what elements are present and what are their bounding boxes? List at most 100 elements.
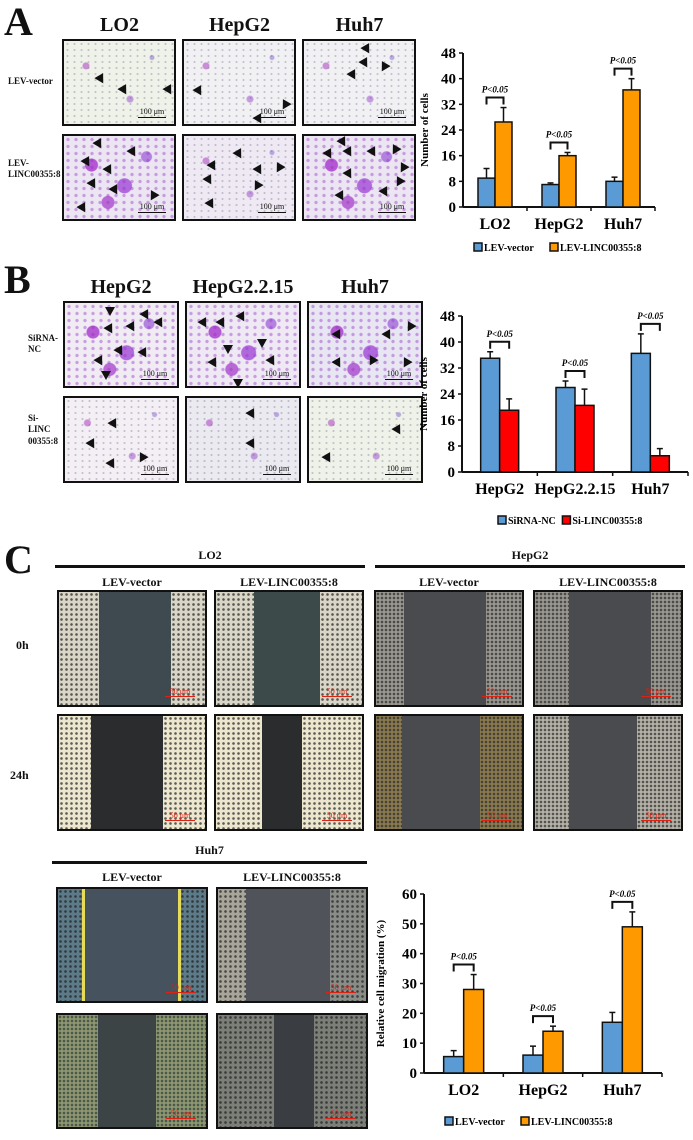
- wound-image: 50 μm: [374, 590, 524, 707]
- arrowhead-icon: [206, 160, 220, 173]
- y-tick-label: 30: [402, 977, 417, 993]
- cell-edge: [59, 716, 91, 829]
- x-tick-label: HepG2: [535, 216, 584, 233]
- column-title: Huh7: [341, 276, 389, 298]
- cell-edge: [376, 716, 402, 829]
- micrograph: 100 μm: [307, 301, 423, 388]
- y-tick-label: 10: [402, 1036, 417, 1052]
- micrograph: 100 μm: [63, 301, 179, 388]
- micrograph: 100 μm: [302, 134, 416, 221]
- cell-edge: [58, 1015, 98, 1127]
- arrowhead-icon: [381, 329, 395, 342]
- arrowhead-icon: [245, 438, 259, 451]
- arrowhead-icon: [162, 84, 174, 97]
- y-tick-label: 40: [402, 947, 417, 963]
- row-label: LEV- LINC00355:8: [8, 158, 61, 181]
- legend-swatch: [444, 1116, 454, 1126]
- cell-edge: [535, 592, 569, 705]
- micrograph: 100 μm: [185, 301, 301, 388]
- column-title: HepG2.2.15: [192, 276, 294, 298]
- y-tick-label: 40: [440, 335, 455, 351]
- arrowhead-icon: [86, 178, 100, 191]
- x-tick-label: HepG2: [475, 481, 524, 498]
- column-title: HepG2: [208, 14, 271, 36]
- bar: [477, 177, 496, 208]
- significance-bracket: [489, 340, 511, 349]
- chart-svg: 0 10 20 30 40 50 60 Relative cell migration (%)…: [375, 887, 663, 1128]
- scale-bar: 100 μm: [385, 464, 413, 475]
- scale-bar: 100 μm: [141, 369, 169, 380]
- arrowhead-icon: [366, 146, 380, 159]
- arrowhead-icon: [392, 176, 406, 189]
- bar: [498, 409, 520, 473]
- cell-edge: [216, 592, 254, 705]
- y-tick-label: 0: [449, 200, 457, 216]
- condition-label: LEV-LINC00355:8: [243, 870, 341, 884]
- condition-label: LEV-LINC00355:8: [559, 575, 657, 589]
- arrowhead-icon: [76, 202, 90, 215]
- x-tick-label: Huh7: [631, 481, 669, 498]
- wound-image: 50 μm: [56, 1013, 208, 1129]
- y-tick-label: 24: [441, 123, 457, 139]
- x-tick-label: LO2: [479, 216, 510, 233]
- scale-bar: 100 μm: [258, 202, 286, 213]
- arrowhead-icon: [108, 184, 122, 197]
- bar: [605, 180, 624, 208]
- arrowhead-icon: [204, 198, 218, 211]
- arrowhead-icon: [245, 408, 259, 421]
- legend-label: LEV-LINC00355:8: [560, 243, 641, 254]
- y-tick-label: 0: [448, 465, 456, 481]
- arrowhead-icon: [105, 458, 119, 471]
- bar-chart-c: 0 10 20 30 40 50 60 Relative cell migration (%)…: [370, 860, 693, 1135]
- x-tick-label: HepG2.2.15: [535, 481, 616, 498]
- p-value-annotation: P<0.05: [562, 358, 589, 368]
- scale-bar: 100 μm: [141, 464, 169, 475]
- arrowhead-icon: [137, 347, 151, 360]
- group-divider: [375, 565, 685, 568]
- row-label-line: Si-: [28, 413, 39, 423]
- y-tick-label: 50: [402, 917, 417, 933]
- y-axis-label: Relative cell migration (%): [375, 919, 387, 1047]
- arrowhead-icon: [80, 156, 94, 169]
- scale-bar: 100 μm: [385, 369, 413, 380]
- arrowhead-icon: [331, 357, 345, 370]
- cell-edge: [651, 592, 681, 705]
- cell-edge: [180, 889, 206, 1001]
- arrowhead-icon: [321, 452, 335, 465]
- legend-label: LEV-vector: [455, 1117, 505, 1128]
- row-label-line: SiRNA-: [28, 333, 59, 343]
- bar: [442, 1055, 465, 1074]
- legend-swatch: [520, 1116, 530, 1126]
- p-value-annotation: P<0.05: [610, 56, 637, 66]
- group-divider: [55, 565, 365, 568]
- wound-margin: [178, 889, 181, 1001]
- bar: [462, 988, 485, 1074]
- y-tick-label: 20: [402, 1006, 417, 1022]
- cell-edge: [535, 716, 569, 829]
- group-title: LO2: [198, 548, 222, 562]
- panel-letter-a: A: [4, 0, 33, 44]
- arrowhead-icon: [334, 190, 348, 203]
- arrowhead-icon: [125, 321, 139, 334]
- bar: [558, 154, 577, 208]
- arrowhead-icon: [101, 371, 111, 380]
- group-divider: [52, 861, 367, 864]
- y-tick-label: 48: [440, 309, 455, 325]
- scale-bar: 100 μm: [378, 107, 406, 118]
- scale-bar: 100 μm: [378, 202, 406, 213]
- wound-image: 50 μm: [533, 590, 683, 707]
- cell-edge: [218, 889, 246, 1001]
- arrowhead-icon: [272, 162, 286, 175]
- cell-edge: [320, 592, 362, 705]
- scale-bar: 50 μm: [482, 811, 512, 821]
- cell-edge: [486, 592, 522, 705]
- micrograph: 100 μm: [182, 134, 296, 221]
- wound-image: 50 μm: [214, 590, 364, 707]
- row-label-line: LEV-: [8, 158, 29, 168]
- arrowhead-icon: [342, 168, 356, 181]
- micrograph: 100 μm: [182, 39, 296, 126]
- wound-image: 50 μm: [533, 714, 683, 831]
- x-tick-label: LO2: [448, 1082, 479, 1099]
- cell-edge: [330, 889, 366, 1001]
- cell-edge: [637, 716, 681, 829]
